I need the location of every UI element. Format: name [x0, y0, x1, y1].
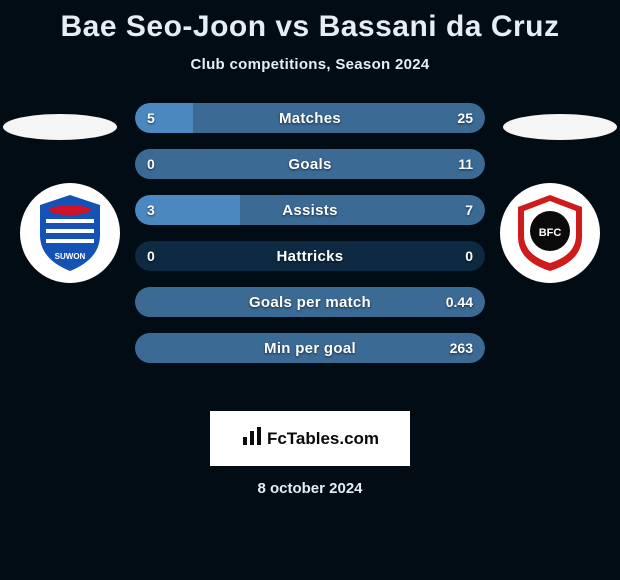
svg-text:SUWON: SUWON: [55, 252, 86, 261]
country-flag-left: [2, 113, 118, 141]
stat-label: Goals: [135, 149, 485, 179]
country-flag-right: [502, 113, 618, 141]
stat-row: 0.44Goals per match: [135, 287, 485, 317]
stat-label: Hattricks: [135, 241, 485, 271]
club-crest-left: SUWON: [20, 183, 120, 283]
stat-row: 263Min per goal: [135, 333, 485, 363]
snapshot-date: 8 october 2024: [0, 480, 620, 497]
svg-text:BFC: BFC: [539, 227, 562, 239]
stat-label: Matches: [135, 103, 485, 133]
page-title: Bae Seo-Joon vs Bassani da Cruz: [0, 0, 620, 44]
page-subtitle: Club competitions, Season 2024: [0, 56, 620, 73]
stat-label: Min per goal: [135, 333, 485, 363]
brand-text: FcTables.com: [267, 429, 379, 449]
club-crest-right: BFC: [500, 183, 600, 283]
stat-label: Goals per match: [135, 287, 485, 317]
stat-row: 525Matches: [135, 103, 485, 133]
brand-logo-icon: [241, 425, 263, 452]
stat-row: 00Hattricks: [135, 241, 485, 271]
stat-row: 011Goals: [135, 149, 485, 179]
brand-badge[interactable]: FcTables.com: [210, 411, 410, 466]
stat-bars: 525Matches 011Goals 37Assists 00Hattricks 0.…: [135, 103, 485, 379]
stat-label: Assists: [135, 195, 485, 225]
comparison-arena: SUWON BFC 525Matches 011Goals 37Assists 00H…: [0, 103, 620, 403]
stat-row: 37Assists: [135, 195, 485, 225]
